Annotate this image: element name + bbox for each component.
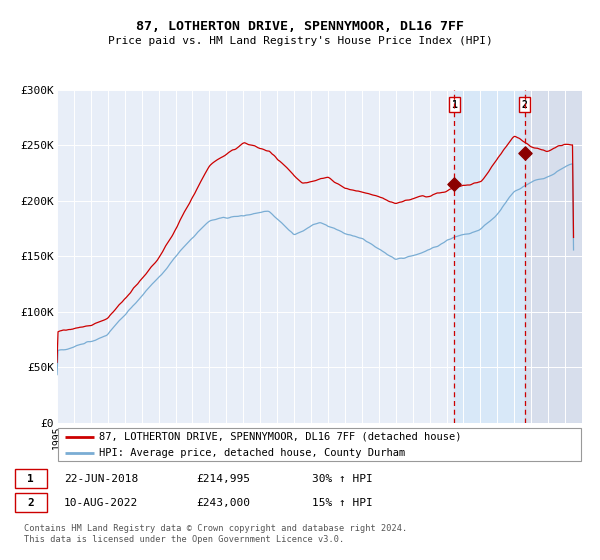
Text: 1: 1 [28, 474, 34, 484]
Text: 15% ↑ HPI: 15% ↑ HPI [311, 498, 372, 508]
Bar [524, 90, 582, 423]
Point [520, 148, 529, 157]
Text: Price paid vs. HM Land Registry's House Price Index (HPI): Price paid vs. HM Land Registry's House … [107, 36, 493, 46]
Text: 87, LOTHERTON DRIVE, SPENNYMOOR, DL16 7FF: 87, LOTHERTON DRIVE, SPENNYMOOR, DL16 7F… [136, 20, 464, 32]
Text: 22-JUN-2018: 22-JUN-2018 [64, 474, 138, 484]
Text: 10-AUG-2022: 10-AUG-2022 [64, 498, 138, 508]
Point [449, 180, 459, 189]
Text: £243,000: £243,000 [196, 498, 250, 508]
Text: 87, LOTHERTON DRIVE, SPENNYMOOR, DL16 7FF (detached house): 87, LOTHERTON DRIVE, SPENNYMOOR, DL16 7F… [99, 432, 461, 442]
FancyBboxPatch shape [58, 428, 581, 461]
Text: 2: 2 [28, 498, 34, 508]
Text: 1: 1 [452, 100, 457, 110]
Text: £214,995: £214,995 [196, 474, 250, 484]
Text: HPI: Average price, detached house, County Durham: HPI: Average price, detached house, Coun… [99, 447, 405, 458]
Text: Contains HM Land Registry data © Crown copyright and database right 2024.: Contains HM Land Registry data © Crown c… [24, 524, 407, 533]
Text: 30% ↑ HPI: 30% ↑ HPI [311, 474, 372, 484]
Text: 2: 2 [521, 100, 527, 110]
Bar [454, 90, 524, 423]
Text: This data is licensed under the Open Government Licence v3.0.: This data is licensed under the Open Gov… [24, 535, 344, 544]
FancyBboxPatch shape [15, 469, 47, 488]
FancyBboxPatch shape [15, 493, 47, 512]
